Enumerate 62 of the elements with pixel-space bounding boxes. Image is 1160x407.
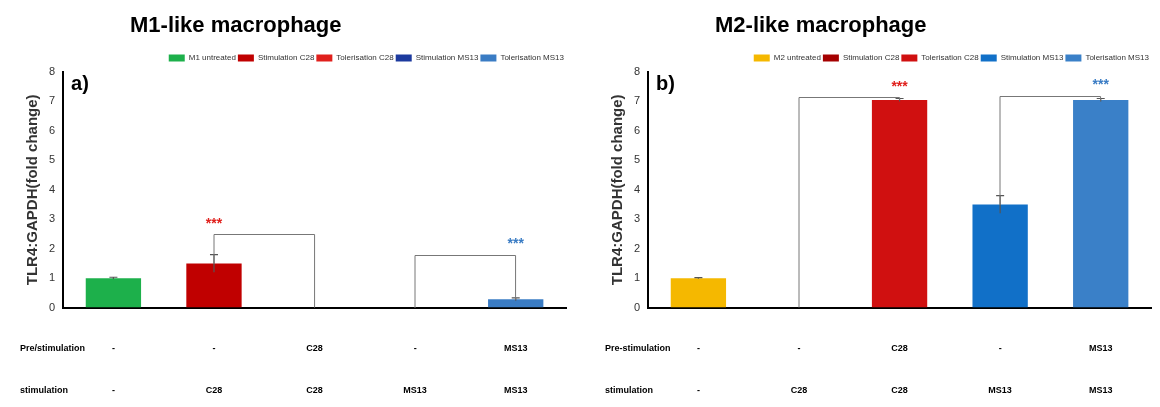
chart-title: M1-like macrophage: [130, 12, 342, 38]
y-axis-title: TLR4:GAPDH(fold change): [608, 94, 626, 286]
legend-label: Tolerisation C28: [336, 53, 395, 63]
y-tick-label: 7: [633, 94, 641, 107]
text: -: [998, 343, 1002, 353]
text: stimulation: [20, 385, 69, 395]
text: -: [111, 385, 115, 395]
annotation: ***: [205, 214, 223, 231]
y-tick-label: 7: [48, 94, 56, 107]
text: stimulation: [605, 385, 654, 395]
text: -: [696, 343, 700, 353]
y-tick-label: 4: [633, 182, 641, 195]
y-tick-label: 5: [633, 153, 641, 166]
text: -: [111, 343, 115, 353]
chart-title: M2-like macrophage: [715, 12, 927, 38]
legend-label: Stimulation C28: [842, 53, 900, 63]
y-tick-label: 8: [48, 65, 56, 78]
annotation: a): [71, 71, 89, 94]
text: MS13: [503, 343, 528, 353]
text: Pre-stimulation: [605, 343, 671, 353]
legend-label: Stimulation C28: [257, 53, 315, 63]
annotation: ***: [507, 235, 525, 252]
text: Pre/stimulation: [20, 343, 86, 353]
legend-label: M1 untreated: [188, 53, 236, 63]
text: MS13: [1088, 385, 1113, 395]
y-tick-label: 2: [48, 241, 56, 254]
annotation: ***: [891, 77, 909, 94]
text: C28: [790, 385, 808, 395]
y-tick-label: 2: [633, 241, 641, 254]
legend-label: Stimulation MS13: [1000, 53, 1064, 63]
y-tick-label: 0: [48, 300, 56, 313]
text: -: [413, 343, 417, 353]
y-tick-label: 6: [633, 123, 641, 136]
y-tick-label: 8: [633, 65, 641, 78]
text: MS13: [403, 385, 427, 395]
text: -: [696, 385, 700, 395]
y-tick-label: 5: [48, 153, 56, 166]
text: MS13: [988, 385, 1012, 395]
legend-label: Tolerisation MS13: [500, 53, 565, 63]
annotation: b): [656, 71, 676, 94]
legend-label: Tolerisation MS13: [1085, 53, 1150, 63]
text: -: [797, 343, 801, 353]
annotation: ***: [1092, 76, 1110, 93]
text: MS13: [1088, 343, 1113, 353]
text: C28: [306, 343, 323, 353]
y-tick-label: 3: [48, 212, 56, 225]
legend-label: Stimulation MS13: [415, 53, 479, 63]
y-tick-label: 4: [48, 182, 56, 195]
y-tick-label: 1: [633, 271, 641, 284]
legend-label: M2 untreated: [773, 53, 821, 63]
y-tick-label: 1: [48, 271, 56, 284]
text: -: [212, 343, 216, 353]
y-tick-label: 6: [48, 123, 56, 136]
text: C28: [205, 385, 223, 395]
y-tick-label: 3: [633, 212, 641, 225]
y-axis-title: TLR4:GAPDH(fold change): [23, 94, 41, 286]
y-tick-label: 0: [633, 300, 641, 313]
text: C28: [891, 343, 908, 353]
legend-label: Tolerisation C28: [921, 53, 980, 63]
text: MS13: [503, 385, 528, 395]
text: C28: [891, 385, 908, 395]
text: C28: [306, 385, 323, 395]
